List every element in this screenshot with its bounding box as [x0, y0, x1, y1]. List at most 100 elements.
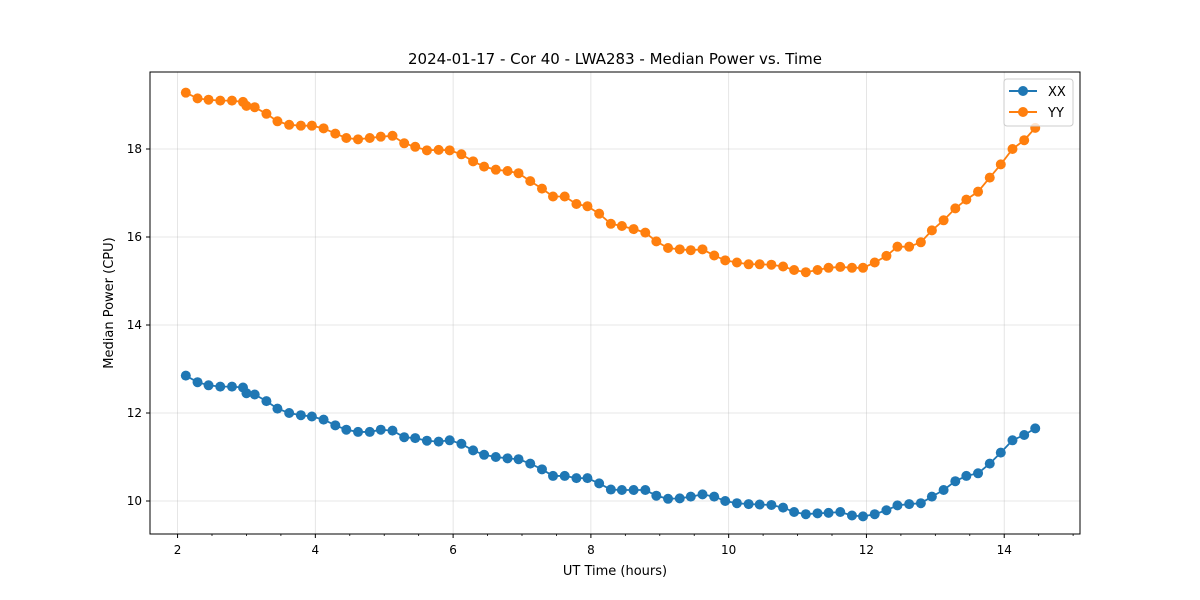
data-point-yy: [513, 168, 524, 179]
data-point-yy: [399, 138, 410, 149]
data-point-xx: [306, 411, 317, 422]
data-point-xx: [731, 498, 742, 509]
x-tick-label: 10: [721, 543, 736, 557]
data-point-xx: [846, 510, 857, 521]
series-yy: [180, 87, 1041, 278]
data-point-xx: [685, 491, 696, 502]
data-point-xx: [180, 370, 191, 381]
data-point-xx: [284, 408, 295, 418]
data-point-xx: [192, 377, 203, 388]
data-point-xx: [456, 438, 467, 449]
data-point-yy: [456, 149, 467, 160]
data-point-xx: [697, 489, 708, 500]
data-point-yy: [571, 199, 582, 209]
data-point-yy: [525, 176, 536, 187]
data-point-xx: [399, 432, 410, 443]
data-point-yy: [605, 218, 616, 229]
data-point-xx: [1019, 430, 1030, 440]
data-point-xx: [812, 508, 823, 519]
data-point-yy: [353, 134, 364, 145]
data-point-xx: [823, 507, 834, 518]
data-point-xx: [341, 424, 352, 435]
data-point-yy: [479, 161, 490, 172]
data-point-xx: [663, 493, 674, 504]
data-point-xx: [410, 433, 421, 444]
data-point-yy: [789, 265, 800, 275]
data-point-xx: [640, 485, 651, 495]
data-point-yy: [823, 262, 834, 273]
legend-marker-xx: [1018, 86, 1028, 96]
data-point-xx: [295, 410, 306, 421]
data-point-yy: [915, 237, 926, 248]
data-point-xx: [582, 473, 593, 484]
data-point-xx: [789, 507, 800, 517]
data-point-yy: [249, 102, 260, 113]
data-point-xx: [1030, 423, 1041, 434]
data-point-yy: [754, 259, 765, 270]
data-point-yy: [835, 261, 846, 272]
data-point-yy: [720, 255, 731, 266]
data-point-yy: [1007, 144, 1018, 154]
x-tick-label: 2: [174, 543, 182, 557]
data-point-xx: [616, 485, 627, 495]
data-point-yy: [272, 116, 283, 127]
x-tick-label: 14: [997, 543, 1012, 557]
data-point-yy: [651, 236, 662, 247]
data-point-xx: [709, 491, 720, 502]
data-point-yy: [685, 245, 696, 256]
data-point-yy: [375, 131, 386, 142]
y-tick-label: 10: [127, 494, 142, 508]
legend-label-yy: YY: [1047, 106, 1064, 121]
data-point-yy: [709, 250, 720, 261]
data-point-yy: [215, 95, 226, 106]
data-point-xx: [330, 420, 341, 431]
data-point-yy: [881, 250, 892, 261]
data-point-yy: [616, 221, 627, 231]
data-point-xx: [628, 485, 639, 495]
data-point-xx: [594, 478, 605, 489]
series-line-yy: [185, 91, 1036, 274]
y-tick-label: 14: [127, 318, 142, 332]
data-point-yy: [995, 159, 1006, 170]
y-tick-label: 16: [127, 230, 142, 244]
data-point-yy: [295, 120, 306, 131]
data-point-xx: [490, 452, 501, 462]
data-point-yy: [812, 265, 823, 275]
data-point-xx: [869, 509, 880, 520]
data-point-xx: [548, 470, 558, 481]
data-point-xx: [364, 426, 375, 437]
data-point-xx: [536, 464, 547, 475]
data-point-yy: [926, 225, 937, 236]
data-point-yy: [284, 119, 295, 130]
data-point-xx: [226, 381, 237, 392]
legend-marker-yy: [1018, 107, 1028, 117]
data-point-yy: [548, 191, 558, 202]
data-point-xx: [926, 491, 937, 502]
data-point-yy: [984, 172, 995, 183]
data-point-yy: [628, 224, 639, 235]
data-point-yy: [1019, 135, 1030, 146]
series-layer: [180, 87, 1041, 522]
data-point-yy: [961, 194, 972, 205]
data-point-xx: [995, 447, 1006, 458]
data-point-yy: [226, 95, 237, 106]
y-axis-label: Median Power (CPU): [102, 237, 117, 368]
x-tick-label: 12: [859, 543, 874, 557]
x-tick-label: 6: [449, 543, 457, 557]
data-point-yy: [869, 257, 880, 268]
data-point-yy: [973, 186, 984, 197]
data-point-xx: [318, 414, 329, 425]
data-point-yy: [594, 208, 605, 219]
data-point-xx: [571, 473, 582, 484]
series-xx: [180, 370, 1041, 522]
data-point-xx: [881, 505, 892, 516]
data-point-yy: [318, 123, 329, 134]
y-tick-label: 18: [127, 142, 142, 156]
x-tick-label: 4: [312, 543, 320, 557]
data-point-yy: [731, 257, 742, 268]
data-point-yy: [502, 166, 513, 176]
data-point-xx: [559, 470, 570, 481]
data-point-xx: [754, 499, 765, 510]
data-point-xx: [249, 389, 260, 400]
data-point-xx: [241, 388, 252, 399]
